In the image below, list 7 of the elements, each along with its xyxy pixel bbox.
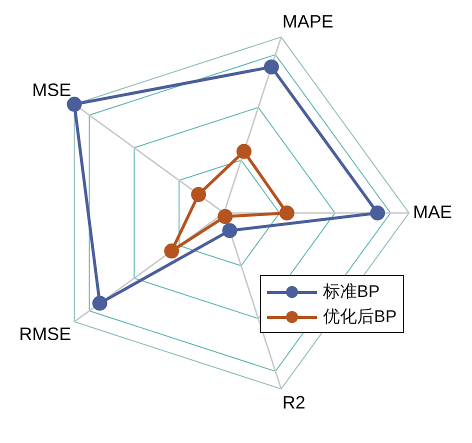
- spoke-label: R2: [282, 392, 306, 413]
- spoke-label: MSE: [32, 80, 72, 100]
- spoke-label: MAE: [412, 202, 452, 222]
- spoke-label: RMSE: [19, 324, 72, 344]
- spoke-label: MAPE: [282, 11, 334, 32]
- legend-label: 优化后BP: [323, 306, 397, 328]
- legend-label: 标准BP: [323, 281, 380, 303]
